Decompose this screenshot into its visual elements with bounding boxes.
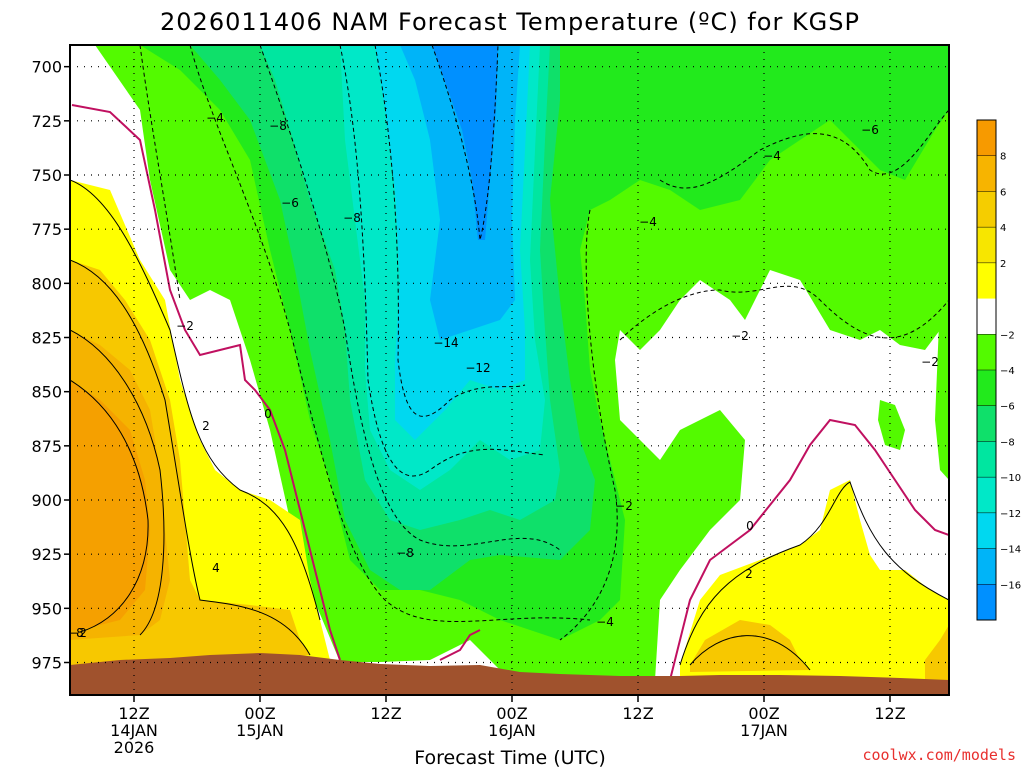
colorbar-swatch: [977, 191, 996, 228]
y-tick-label: 975: [31, 654, 62, 673]
warm-region-right-4: [690, 620, 810, 672]
colorbar-label: −2: [1000, 330, 1015, 341]
cold-patch-right: [878, 400, 905, 450]
contour-label: −8: [396, 546, 414, 560]
colorbar-swatch: [977, 334, 996, 371]
x-tick-label: 00Z: [244, 704, 275, 723]
contour-label: −6: [861, 123, 879, 137]
x-tick-label: 15JAN: [236, 721, 284, 740]
colorbar-swatch: [977, 405, 996, 442]
colorbar-label: −16: [1000, 580, 1021, 591]
chart-title: 2026011406 NAM Forecast Temperature (ºC)…: [160, 8, 860, 36]
y-tick-label: 925: [31, 545, 62, 564]
colorbar-swatch: [977, 155, 996, 192]
freezing-line-left: [71, 104, 341, 661]
contour-label: 0: [746, 519, 754, 533]
x-tick-label: 2026: [114, 738, 155, 757]
contour-label: 4: [212, 561, 220, 575]
colorbar-label: 2: [1000, 259, 1006, 270]
contour-label: −2: [615, 499, 633, 513]
colorbar-label: −4: [1000, 366, 1015, 377]
colorbar-label: −6: [1000, 402, 1015, 413]
plot-area: −4 −8 −6 −8 −2 −14 −12 0 2 4 −8 −4 −2 −2 −4 −6 −4 −2 −2 0 2 8: [69, 45, 949, 695]
contour-label: −12: [465, 361, 490, 375]
freezing-line-right: [669, 418, 949, 681]
colorbar-swatch: [977, 584, 996, 621]
contour-label: −4: [639, 215, 657, 229]
contour-label: 2: [745, 567, 753, 581]
colorbar-swatch: [977, 548, 996, 585]
plot-frame: [69, 44, 950, 696]
contour-label: 2: [202, 419, 210, 433]
colorbar-label: 8: [1000, 152, 1006, 163]
contour-label: −2: [176, 319, 194, 333]
warm-region-8: [70, 380, 150, 630]
colorbar-swatch: [977, 441, 996, 478]
contour-label: −8: [343, 211, 361, 225]
colorbar-swatch: [977, 227, 996, 264]
y-axis: 700 725 750 775 800 825 850 875 900 925 950 975: [31, 58, 70, 673]
ground-terrain: [70, 653, 949, 695]
warm-region-right-4b: [925, 625, 949, 680]
contour-label: −4: [206, 111, 224, 125]
contour-label: −2: [921, 355, 939, 369]
colorbar-label: 4: [1000, 223, 1006, 234]
contour-label: −4: [763, 149, 781, 163]
y-tick-label: 825: [31, 329, 62, 348]
contour-label: −14: [433, 336, 458, 350]
contour-label: 8: [76, 626, 84, 640]
contour-label: −2: [731, 329, 749, 343]
contour-label: −8: [269, 119, 287, 133]
y-tick-label: 700: [31, 58, 62, 77]
y-tick-label: 800: [31, 274, 62, 293]
x-tick-label: 00Z: [748, 704, 779, 723]
contour-labels: −4 −8 −6 −8 −2 −14 −12 0 2 4 −8 −4 −2 −2 −4 −6 −4 −2 −2 0 2 8: [69, 111, 939, 640]
x-tick-label: 12Z: [622, 704, 653, 723]
freezing-line-middle: [439, 629, 481, 661]
x-tick-label: 12Z: [874, 704, 905, 723]
warm-contours: [70, 179, 949, 671]
contour-label: −2: [69, 626, 87, 640]
contour-label: −6: [281, 196, 299, 210]
colorbar-label: −10: [1000, 473, 1021, 484]
colorbar: 8 6 4 2 −2 −4 −6 −8 −10 −12 −14 −16: [976, 119, 1021, 621]
source-credit[interactable]: coolwx.com/models: [862, 746, 1016, 764]
y-tick-label: 750: [31, 166, 62, 185]
colorbar-label: −14: [1000, 545, 1021, 556]
x-tick-label: 12Z: [118, 704, 149, 723]
colorbar-label: −12: [1000, 509, 1021, 520]
colorbar-swatch: [977, 477, 996, 514]
colorbar-swatch: [977, 512, 996, 550]
x-tick-label: 12Z: [370, 704, 401, 723]
cold-contours: [139, 45, 949, 641]
colorbar-swatch: [977, 262, 996, 300]
colorbar-label: −8: [1000, 437, 1015, 448]
colorbar-label: 6: [1000, 187, 1006, 198]
colorbar-swatch: [977, 370, 996, 407]
x-tick-label: 16JAN: [488, 721, 536, 740]
y-tick-label: 775: [31, 220, 62, 239]
y-tick-label: 850: [31, 383, 62, 402]
x-tick-label: 14JAN: [110, 721, 158, 740]
x-tick-label: 00Z: [496, 704, 527, 723]
y-tick-label: 950: [31, 599, 62, 618]
colorbar-swatch: [977, 298, 996, 335]
y-tick-label: 725: [31, 112, 62, 131]
x-axis-label: Forecast Time (UTC): [414, 747, 605, 768]
x-tick-label: 17JAN: [740, 721, 788, 740]
cold-region-minus16: [432, 45, 498, 240]
contour-label: −4: [596, 615, 614, 629]
colorbar-swatch: [977, 120, 996, 157]
y-tick-label: 900: [31, 491, 62, 510]
contour-label: 0: [264, 407, 272, 421]
y-tick-label: 875: [31, 437, 62, 456]
